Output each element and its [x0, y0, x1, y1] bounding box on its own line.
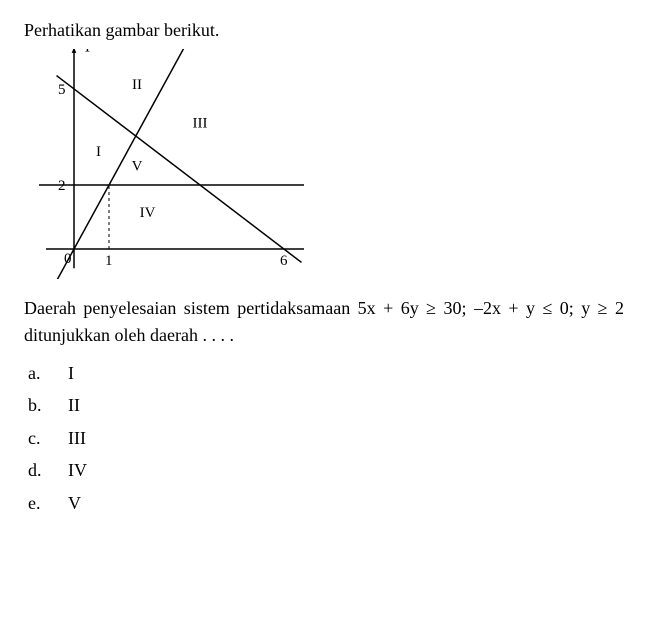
svg-text:1: 1	[105, 253, 113, 269]
option-text: II	[68, 389, 80, 421]
svg-text:V: V	[132, 159, 143, 175]
option-text: IV	[68, 454, 87, 486]
svg-text:Y: Y	[82, 49, 93, 55]
option-b: b. II	[28, 389, 624, 421]
option-letter: c.	[28, 422, 48, 454]
option-e: e. V	[28, 487, 624, 519]
option-letter: e.	[28, 487, 48, 519]
option-letter: a.	[28, 357, 48, 389]
question-prompt: Perhatikan gambar berikut.	[24, 20, 624, 41]
option-letter: d.	[28, 454, 48, 486]
chart-diagram: XY01625IIIIIIIVV	[24, 49, 304, 279]
question-body: Daerah penyelesaian sistem pertidaksamaa…	[24, 295, 624, 349]
options-list: a. I b. II c. III d. IV e. V	[24, 357, 624, 519]
option-letter: b.	[28, 389, 48, 421]
option-text: III	[68, 422, 86, 454]
question-line1: Daerah penyelesaian sistem pertidaksamaa…	[24, 298, 350, 318]
svg-text:0: 0	[64, 251, 72, 267]
svg-text:6: 6	[280, 253, 288, 269]
option-d: d. IV	[28, 454, 624, 486]
svg-text:IV: IV	[140, 205, 156, 221]
svg-text:II: II	[132, 77, 142, 93]
option-a: a. I	[28, 357, 624, 389]
svg-text:III: III	[193, 115, 208, 131]
option-c: c. III	[28, 422, 624, 454]
option-text: V	[68, 487, 81, 519]
question-line3: daerah . . . .	[150, 325, 234, 345]
option-text: I	[68, 357, 74, 389]
svg-text:2: 2	[58, 178, 66, 194]
svg-text:5: 5	[58, 82, 66, 98]
svg-text:I: I	[96, 144, 101, 160]
